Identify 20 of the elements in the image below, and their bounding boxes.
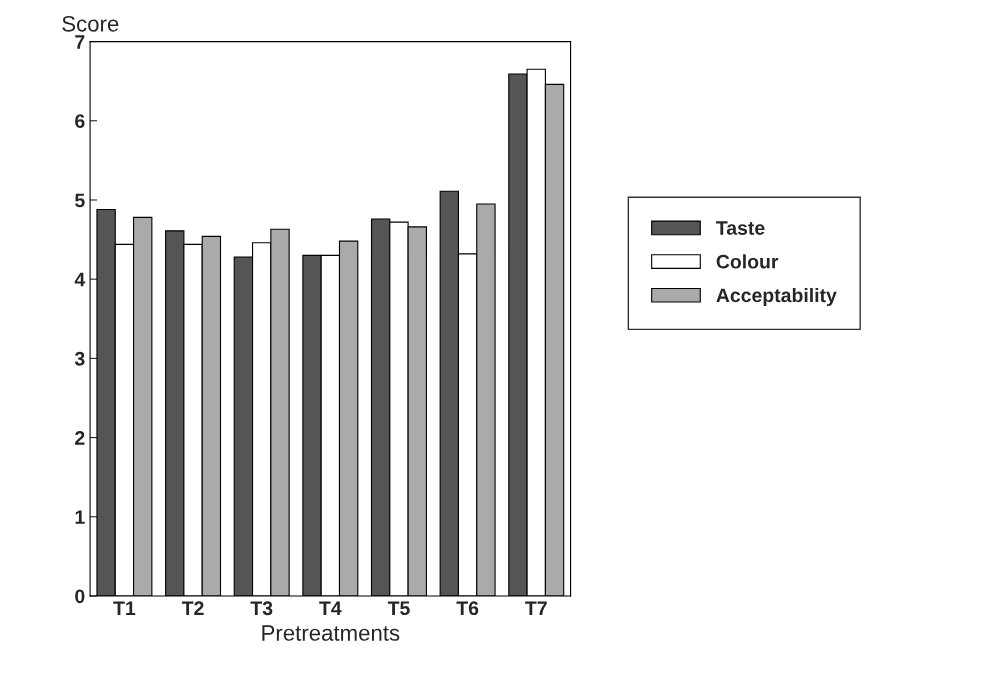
legend-label: Colour [716,254,779,269]
y-tick-label: 6 [75,114,85,129]
y-tick-label: 5 [75,193,85,208]
x-tick-label: T1 [113,601,136,615]
x-tick-label: T3 [250,601,273,616]
y-tick-label: 0 [75,589,85,604]
y-tick-label: 1 [75,510,85,524]
y-tick-label: 4 [74,272,86,287]
legend-label: Acceptability [716,287,837,307]
y-tick-label: 7 [75,35,85,49]
x-tick-label: T5 [387,601,410,616]
legend-label: Taste [716,221,765,235]
x-tick-label: T6 [456,601,479,616]
x-tick-label: T7 [525,601,547,615]
y-tick-label: 2 [75,431,85,445]
y-axis-title: Score [62,15,119,32]
x-tick-label: T2 [181,601,204,615]
x-axis-title: Pretreatments [262,625,400,641]
y-tick-label: 3 [74,351,85,366]
x-tick-label: T4 [319,601,342,615]
